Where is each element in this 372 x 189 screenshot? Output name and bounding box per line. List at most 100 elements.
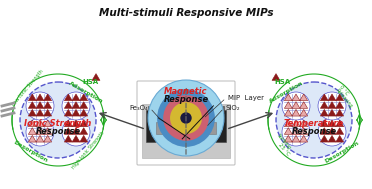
Polygon shape — [64, 135, 72, 142]
Circle shape — [157, 89, 215, 147]
Polygon shape — [72, 94, 80, 101]
Polygon shape — [80, 109, 88, 116]
Polygon shape — [320, 128, 328, 134]
Text: Response: Response — [291, 128, 337, 136]
Polygon shape — [328, 120, 336, 127]
Polygon shape — [292, 102, 300, 108]
Text: Fe₃O₄: Fe₃O₄ — [129, 105, 148, 111]
Polygon shape — [44, 109, 52, 116]
Polygon shape — [44, 94, 52, 101]
Polygon shape — [80, 120, 88, 127]
Polygon shape — [72, 135, 80, 142]
Polygon shape — [36, 120, 44, 127]
Polygon shape — [328, 94, 336, 101]
Bar — [148, 106, 156, 112]
Bar — [156, 122, 216, 134]
Polygon shape — [64, 94, 72, 101]
Polygon shape — [300, 135, 308, 142]
Circle shape — [180, 112, 192, 124]
Circle shape — [318, 92, 346, 120]
Polygon shape — [336, 120, 344, 127]
Text: Response: Response — [163, 95, 209, 105]
Polygon shape — [320, 135, 328, 142]
Polygon shape — [300, 102, 308, 108]
Polygon shape — [44, 128, 52, 134]
Text: High Ionic Strength: High Ionic Strength — [71, 130, 105, 170]
Circle shape — [282, 118, 310, 146]
Polygon shape — [28, 128, 36, 134]
Polygon shape — [328, 128, 336, 134]
Circle shape — [148, 80, 224, 156]
Polygon shape — [44, 135, 52, 142]
Polygon shape — [44, 102, 52, 108]
Polygon shape — [320, 120, 328, 127]
Polygon shape — [80, 94, 88, 101]
Polygon shape — [292, 94, 300, 101]
Text: Ionic Strength: Ionic Strength — [24, 119, 92, 129]
Polygon shape — [328, 102, 336, 108]
Polygon shape — [64, 120, 72, 127]
Polygon shape — [328, 135, 336, 142]
Polygon shape — [284, 94, 292, 101]
Polygon shape — [284, 128, 292, 134]
Polygon shape — [300, 109, 308, 116]
Polygon shape — [28, 109, 36, 116]
Polygon shape — [72, 128, 80, 134]
Polygon shape — [36, 102, 44, 108]
Text: HSA: HSA — [274, 79, 290, 85]
Polygon shape — [284, 102, 292, 108]
Circle shape — [26, 118, 54, 146]
Polygon shape — [36, 135, 44, 142]
Polygon shape — [80, 135, 88, 142]
Bar — [216, 106, 224, 112]
Polygon shape — [336, 135, 344, 142]
Circle shape — [282, 92, 310, 120]
Polygon shape — [292, 109, 300, 116]
Text: Desorption: Desorption — [324, 140, 360, 164]
Circle shape — [163, 95, 209, 141]
Polygon shape — [64, 109, 72, 116]
Polygon shape — [36, 128, 44, 134]
Polygon shape — [28, 94, 36, 101]
Text: 0 °C: 0 °C — [339, 84, 350, 96]
Polygon shape — [92, 74, 100, 80]
Text: Multi-stimuli Responsive MIPs: Multi-stimuli Responsive MIPs — [99, 8, 273, 18]
Polygon shape — [336, 102, 344, 108]
Polygon shape — [336, 128, 344, 134]
Polygon shape — [44, 120, 52, 127]
Text: Adsorption: Adsorption — [68, 80, 104, 104]
Polygon shape — [80, 102, 88, 108]
Circle shape — [318, 118, 346, 146]
Polygon shape — [28, 120, 36, 127]
Polygon shape — [72, 102, 80, 108]
Polygon shape — [28, 102, 36, 108]
Polygon shape — [292, 135, 300, 142]
Polygon shape — [28, 135, 36, 142]
Polygon shape — [300, 120, 308, 127]
Polygon shape — [320, 102, 328, 108]
Polygon shape — [300, 128, 308, 134]
Text: 25 °C: 25 °C — [278, 143, 291, 157]
Polygon shape — [36, 94, 44, 101]
Text: SiO₂: SiO₂ — [226, 105, 241, 111]
Text: Temperature: Temperature — [284, 119, 344, 129]
Text: Response: Response — [35, 128, 81, 136]
Bar — [182, 106, 190, 112]
FancyBboxPatch shape — [137, 81, 235, 165]
Text: Desorption: Desorption — [12, 140, 48, 164]
Polygon shape — [292, 120, 300, 127]
Circle shape — [170, 102, 202, 134]
Text: MIP  Layer: MIP Layer — [228, 95, 264, 101]
Polygon shape — [320, 94, 328, 101]
Text: Low Ionic Strength: Low Ionic Strength — [12, 69, 45, 107]
Bar — [142, 104, 230, 158]
Text: HSA: HSA — [82, 79, 98, 85]
Polygon shape — [328, 109, 336, 116]
Polygon shape — [284, 135, 292, 142]
Polygon shape — [320, 109, 328, 116]
Circle shape — [276, 82, 352, 158]
Polygon shape — [72, 120, 80, 127]
Polygon shape — [272, 74, 280, 80]
Polygon shape — [36, 109, 44, 116]
Bar — [180, 110, 192, 142]
